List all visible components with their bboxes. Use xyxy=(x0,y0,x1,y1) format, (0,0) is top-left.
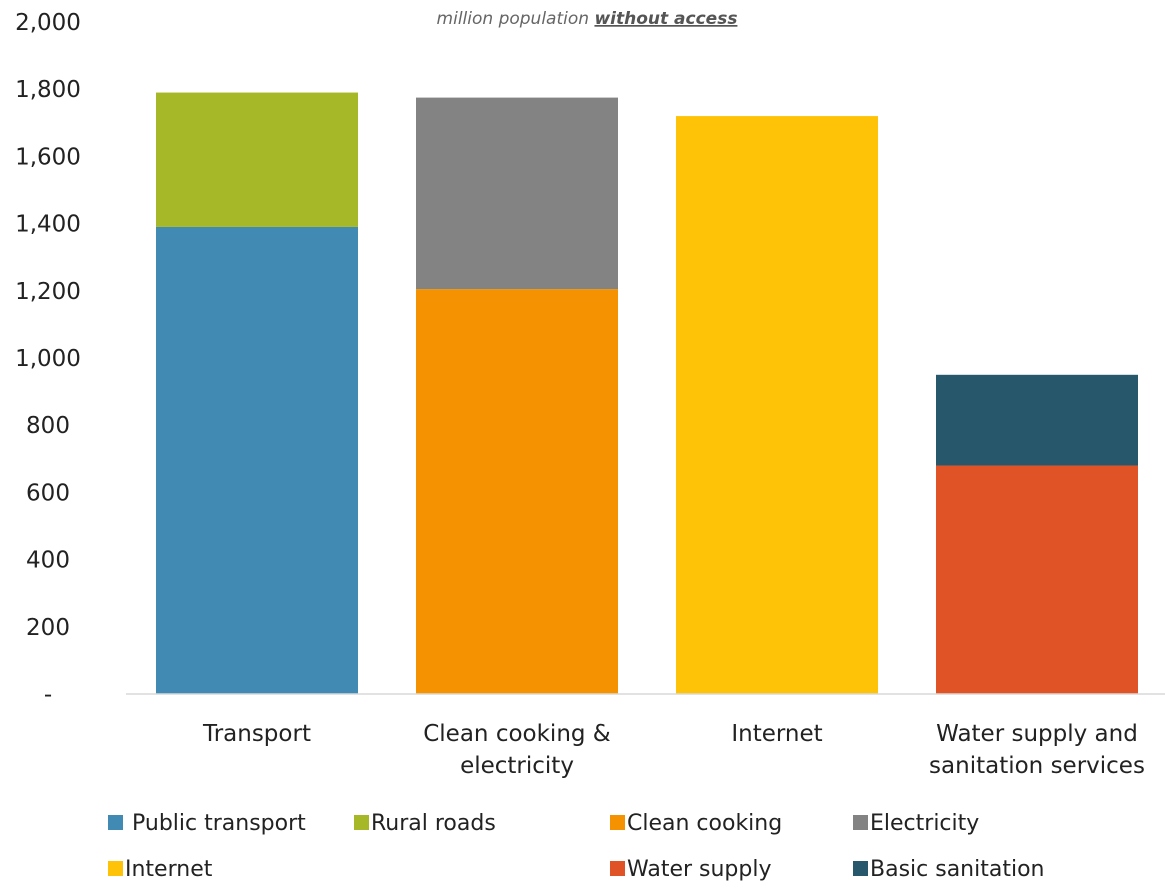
legend-label-basic-sanitation: Basic sanitation xyxy=(870,857,1045,882)
legend-label-electricity: Electricity xyxy=(870,811,979,836)
x-axis-labels: Transport Clean cooking & electricity Inter… xyxy=(202,721,1145,779)
legend-swatch-public-transport xyxy=(108,815,123,830)
legend-swatch-internet xyxy=(108,861,123,876)
chart-subtitle: million population without access xyxy=(437,9,738,29)
y-tick-label: 800 xyxy=(26,413,70,439)
legend-swatch-electricity xyxy=(853,815,868,830)
legend-swatch-rural-roads xyxy=(354,815,369,830)
legend-swatch-clean-cooking xyxy=(610,815,625,830)
legend-swatch-basic-sanitation xyxy=(853,861,868,876)
y-tick-label: 1,200 xyxy=(15,279,81,305)
legend-swatch-water-supply xyxy=(610,861,625,876)
bars xyxy=(156,92,1138,694)
bar-public-transport xyxy=(156,226,358,694)
bar-electricity xyxy=(416,97,618,290)
y-tick-label: 1,000 xyxy=(15,346,81,372)
legend-label-rural-roads: Rural roads xyxy=(371,811,496,836)
y-tick-label: - xyxy=(44,682,52,708)
legend: Public transport Rural roads Clean cooking… xyxy=(108,811,1045,882)
legend-label-public-transport: Public transport xyxy=(125,811,306,836)
y-tick-label: 1,400 xyxy=(15,212,81,238)
x-category-label: Water supply and xyxy=(936,721,1138,747)
y-tick-label: 200 xyxy=(26,615,70,641)
x-category-label: electricity xyxy=(460,753,574,779)
y-tick-label: 1,600 xyxy=(15,144,81,170)
y-tick-label: 600 xyxy=(26,480,70,506)
x-category-label: Transport xyxy=(202,721,311,747)
legend-label-water-supply: Water supply xyxy=(627,857,772,882)
legend-label-internet: Internet xyxy=(125,857,213,882)
y-axis-ticks: - 200 400 600 800 1,000 1,200 1,400 1,600 1,800 2,… xyxy=(15,10,81,708)
y-tick-label: 1,800 xyxy=(15,77,81,103)
bar-basic-sanitation xyxy=(936,374,1138,466)
bar-rural-roads xyxy=(156,92,358,227)
x-category-label: sanitation services xyxy=(929,753,1145,779)
legend-label-clean-cooking: Clean cooking xyxy=(627,811,782,836)
x-category-label: Clean cooking & xyxy=(423,721,611,747)
x-category-label: Internet xyxy=(731,721,822,747)
bar-internet xyxy=(676,116,878,694)
y-tick-label: 2,000 xyxy=(15,10,81,36)
bar-water-supply xyxy=(936,465,1138,694)
bar-clean-cooking xyxy=(416,289,618,694)
y-tick-label: 400 xyxy=(26,548,70,574)
